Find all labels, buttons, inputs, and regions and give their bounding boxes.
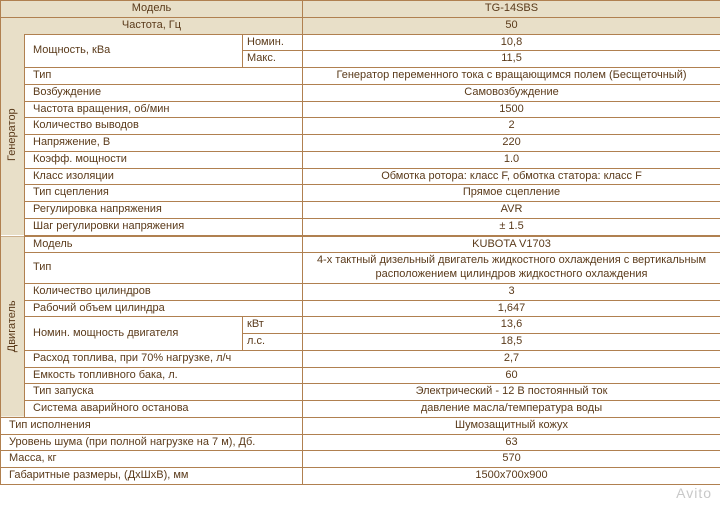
mass-label: Масса, кг [1,451,303,468]
gen-insul-value: Обмотка ротора: класс F, обмотка статора… [303,168,720,185]
gen-vreg-label: Регулировка напряжения [25,202,303,219]
header-freq-value: 50 [303,17,720,34]
enclosure-value: Шумозащитный кожух [303,417,720,434]
gen-type-value: Генератор переменного тока с вращающимся… [303,68,720,85]
eng-type-value: 4-х тактный дизельный двигатель жидкостн… [303,253,720,284]
gen-exc-value: Самовозбуждение [303,84,720,101]
eng-tank-label: Емкость топливного бака, л. [25,367,303,384]
gen-leads-value: 2 [303,118,720,135]
eng-cyl-label: Количество цилиндров [25,283,303,300]
eng-epower-kw-label: кВт [243,317,303,334]
gen-rpm-value: 1500 [303,101,720,118]
eng-epower-kw-value: 13,6 [303,317,720,334]
eng-estop-label: Система аварийного останова [25,401,303,418]
gen-pf-value: 1.0 [303,151,720,168]
gen-leads-label: Количество выводов [25,118,303,135]
dims-label: Габаритные размеры, (ДхШхВ), мм [1,468,303,485]
gen-voltage-value: 220 [303,135,720,152]
gen-power-nom-label: Номин. [243,34,303,51]
gen-coupling-label: Тип сцепления [25,185,303,202]
gen-insul-label: Класс изоляции [25,168,303,185]
eng-start-value: Электрический - 12 В постоянный ток [303,384,720,401]
gen-vreg-value: AVR [303,202,720,219]
eng-tank-value: 60 [303,367,720,384]
eng-fuel-value: 2,7 [303,350,720,367]
eng-cyl-value: 3 [303,283,720,300]
eng-model-label: Модель [25,236,303,253]
eng-disp-label: Рабочий объем цилиндра [25,300,303,317]
eng-estop-value: давление масла/температура воды [303,401,720,418]
gen-coupling-value: Прямое сцепление [303,185,720,202]
gen-power-nom-value: 10,8 [303,34,720,51]
gen-exc-label: Возбуждение [25,84,303,101]
eng-disp-value: 1,647 [303,300,720,317]
watermark: Avito [676,485,712,501]
eng-epower-label: Номин. мощность двигателя [25,317,243,351]
spec-table: Модель TG-14SBS Частота, Гц 50 Генератор… [0,0,720,485]
header-model-label: Модель [1,1,303,18]
eng-model-value: KUBOTA V1703 [303,236,720,253]
gen-type-label: Тип [25,68,303,85]
eng-fuel-label: Расход топлива, при 70% нагрузке, л/ч [25,350,303,367]
noise-value: 63 [303,434,720,451]
gen-power-max-label: Макс. [243,51,303,68]
noise-label: Уровень шума (при полной нагрузке на 7 м… [1,434,303,451]
dims-value: 1500x700x900 [303,468,720,485]
header-model-value: TG-14SBS [303,1,720,18]
gen-voltage-label: Напряжение, В [25,135,303,152]
gen-pf-label: Коэфф. мощности [25,151,303,168]
eng-epower-hp-label: л.с. [243,334,303,351]
gen-vstep-label: Шаг регулировки напряжения [25,218,303,235]
gen-power-max-value: 11,5 [303,51,720,68]
eng-start-label: Тип запуска [25,384,303,401]
gen-rpm-label: Частота вращения, об/мин [25,101,303,118]
section-engine: Двигатель [1,236,25,417]
header-freq-label: Частота, Гц [1,17,303,34]
enclosure-label: Тип исполнения [1,417,303,434]
gen-power-label: Мощность, кВа [25,34,243,68]
eng-epower-hp-value: 18,5 [303,334,720,351]
section-generator: Генератор [1,34,25,236]
eng-type-label: Тип [25,253,303,284]
mass-value: 570 [303,451,720,468]
gen-vstep-value: ± 1.5 [303,218,720,235]
